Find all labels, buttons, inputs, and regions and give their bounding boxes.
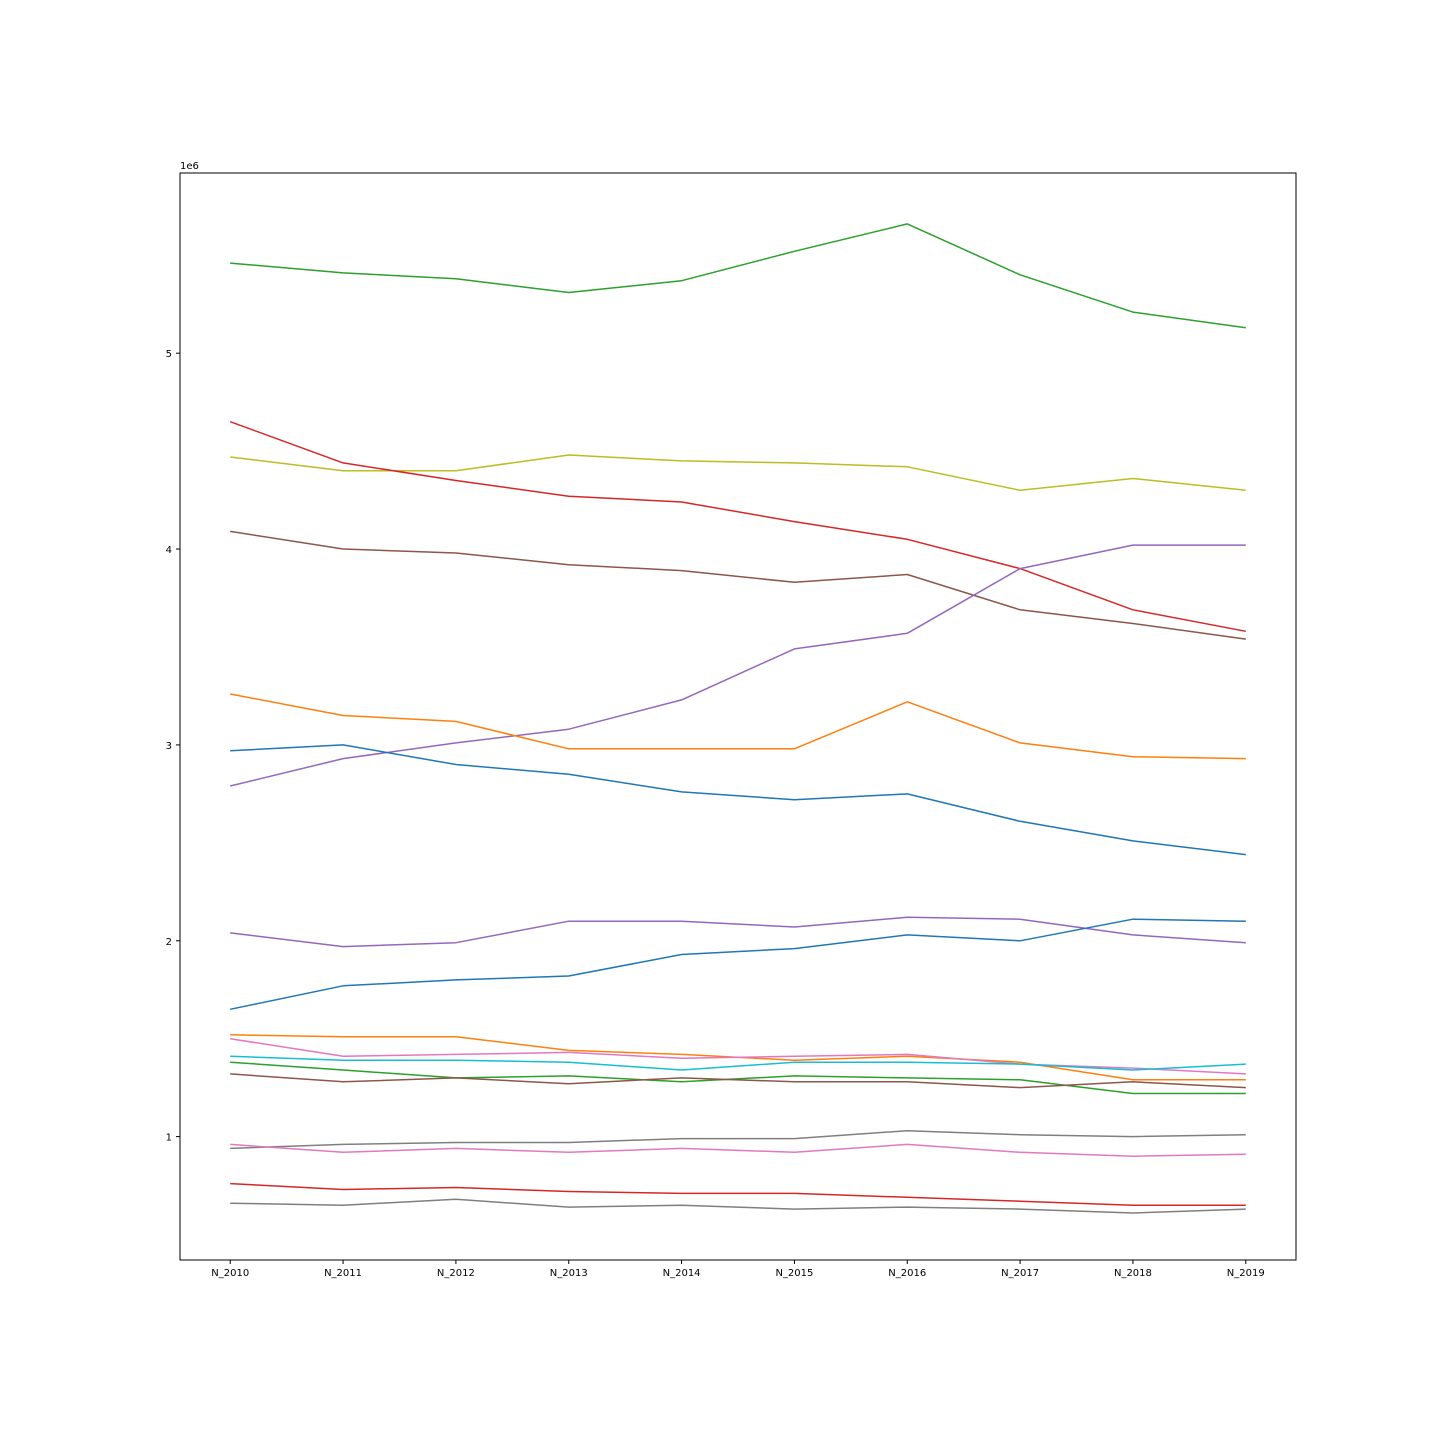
series-line-7 bbox=[230, 744, 1246, 856]
x-tick-label: N_2013 bbox=[550, 1268, 588, 1279]
series-line-15 bbox=[230, 1129, 1246, 1150]
series-line-5 bbox=[230, 544, 1246, 787]
x-axis: N_2010 N_2011 N_2012 N_2013 N_2014 N_2015 N_20… bbox=[211, 1260, 1265, 1279]
y-axis-offset-text: 1e6 bbox=[180, 161, 199, 172]
series-line-9 bbox=[230, 918, 1246, 1011]
y-tick-label: 2 bbox=[166, 937, 172, 948]
x-tick-label: N_2019 bbox=[1227, 1268, 1265, 1279]
x-tick-label: N_2010 bbox=[211, 1268, 249, 1279]
series-line-13 bbox=[230, 1061, 1246, 1095]
y-axis: 1 2 3 4 5 bbox=[166, 349, 180, 1144]
series-line-14 bbox=[230, 1073, 1246, 1089]
y-tick-label: 5 bbox=[166, 349, 172, 360]
y-tick-label: 4 bbox=[166, 545, 172, 556]
x-tick-label: N_2012 bbox=[437, 1268, 475, 1279]
series-line-18 bbox=[230, 1198, 1246, 1214]
x-tick-label: N_2014 bbox=[663, 1268, 701, 1279]
series-line-16 bbox=[230, 1143, 1246, 1157]
x-tick-label: N_2016 bbox=[888, 1268, 926, 1279]
y-tick-label: 3 bbox=[166, 741, 172, 752]
series-line-8 bbox=[230, 916, 1246, 948]
series-line-4 bbox=[230, 530, 1246, 640]
x-tick-label: N_2011 bbox=[324, 1268, 362, 1279]
series-line-17 bbox=[230, 1182, 1246, 1206]
x-tick-label: N_2015 bbox=[775, 1268, 813, 1279]
series-line-3 bbox=[229, 420, 1246, 633]
series-line-1 bbox=[230, 223, 1246, 329]
x-tick-label: N_2017 bbox=[1001, 1268, 1039, 1279]
series-group bbox=[229, 223, 1246, 1214]
series-line-6 bbox=[230, 693, 1246, 760]
series-line-11 bbox=[230, 1037, 1246, 1075]
plot-area: N_2010 N_2011 N_2012 N_2013 N_2014 N_2015 N_20… bbox=[166, 161, 1297, 1279]
series-line-12 bbox=[230, 1055, 1246, 1071]
series-line-2 bbox=[230, 454, 1246, 492]
y-tick-label: 1 bbox=[166, 1133, 172, 1144]
x-tick-label: N_2018 bbox=[1114, 1268, 1152, 1279]
axes-frame bbox=[179, 172, 1297, 1261]
